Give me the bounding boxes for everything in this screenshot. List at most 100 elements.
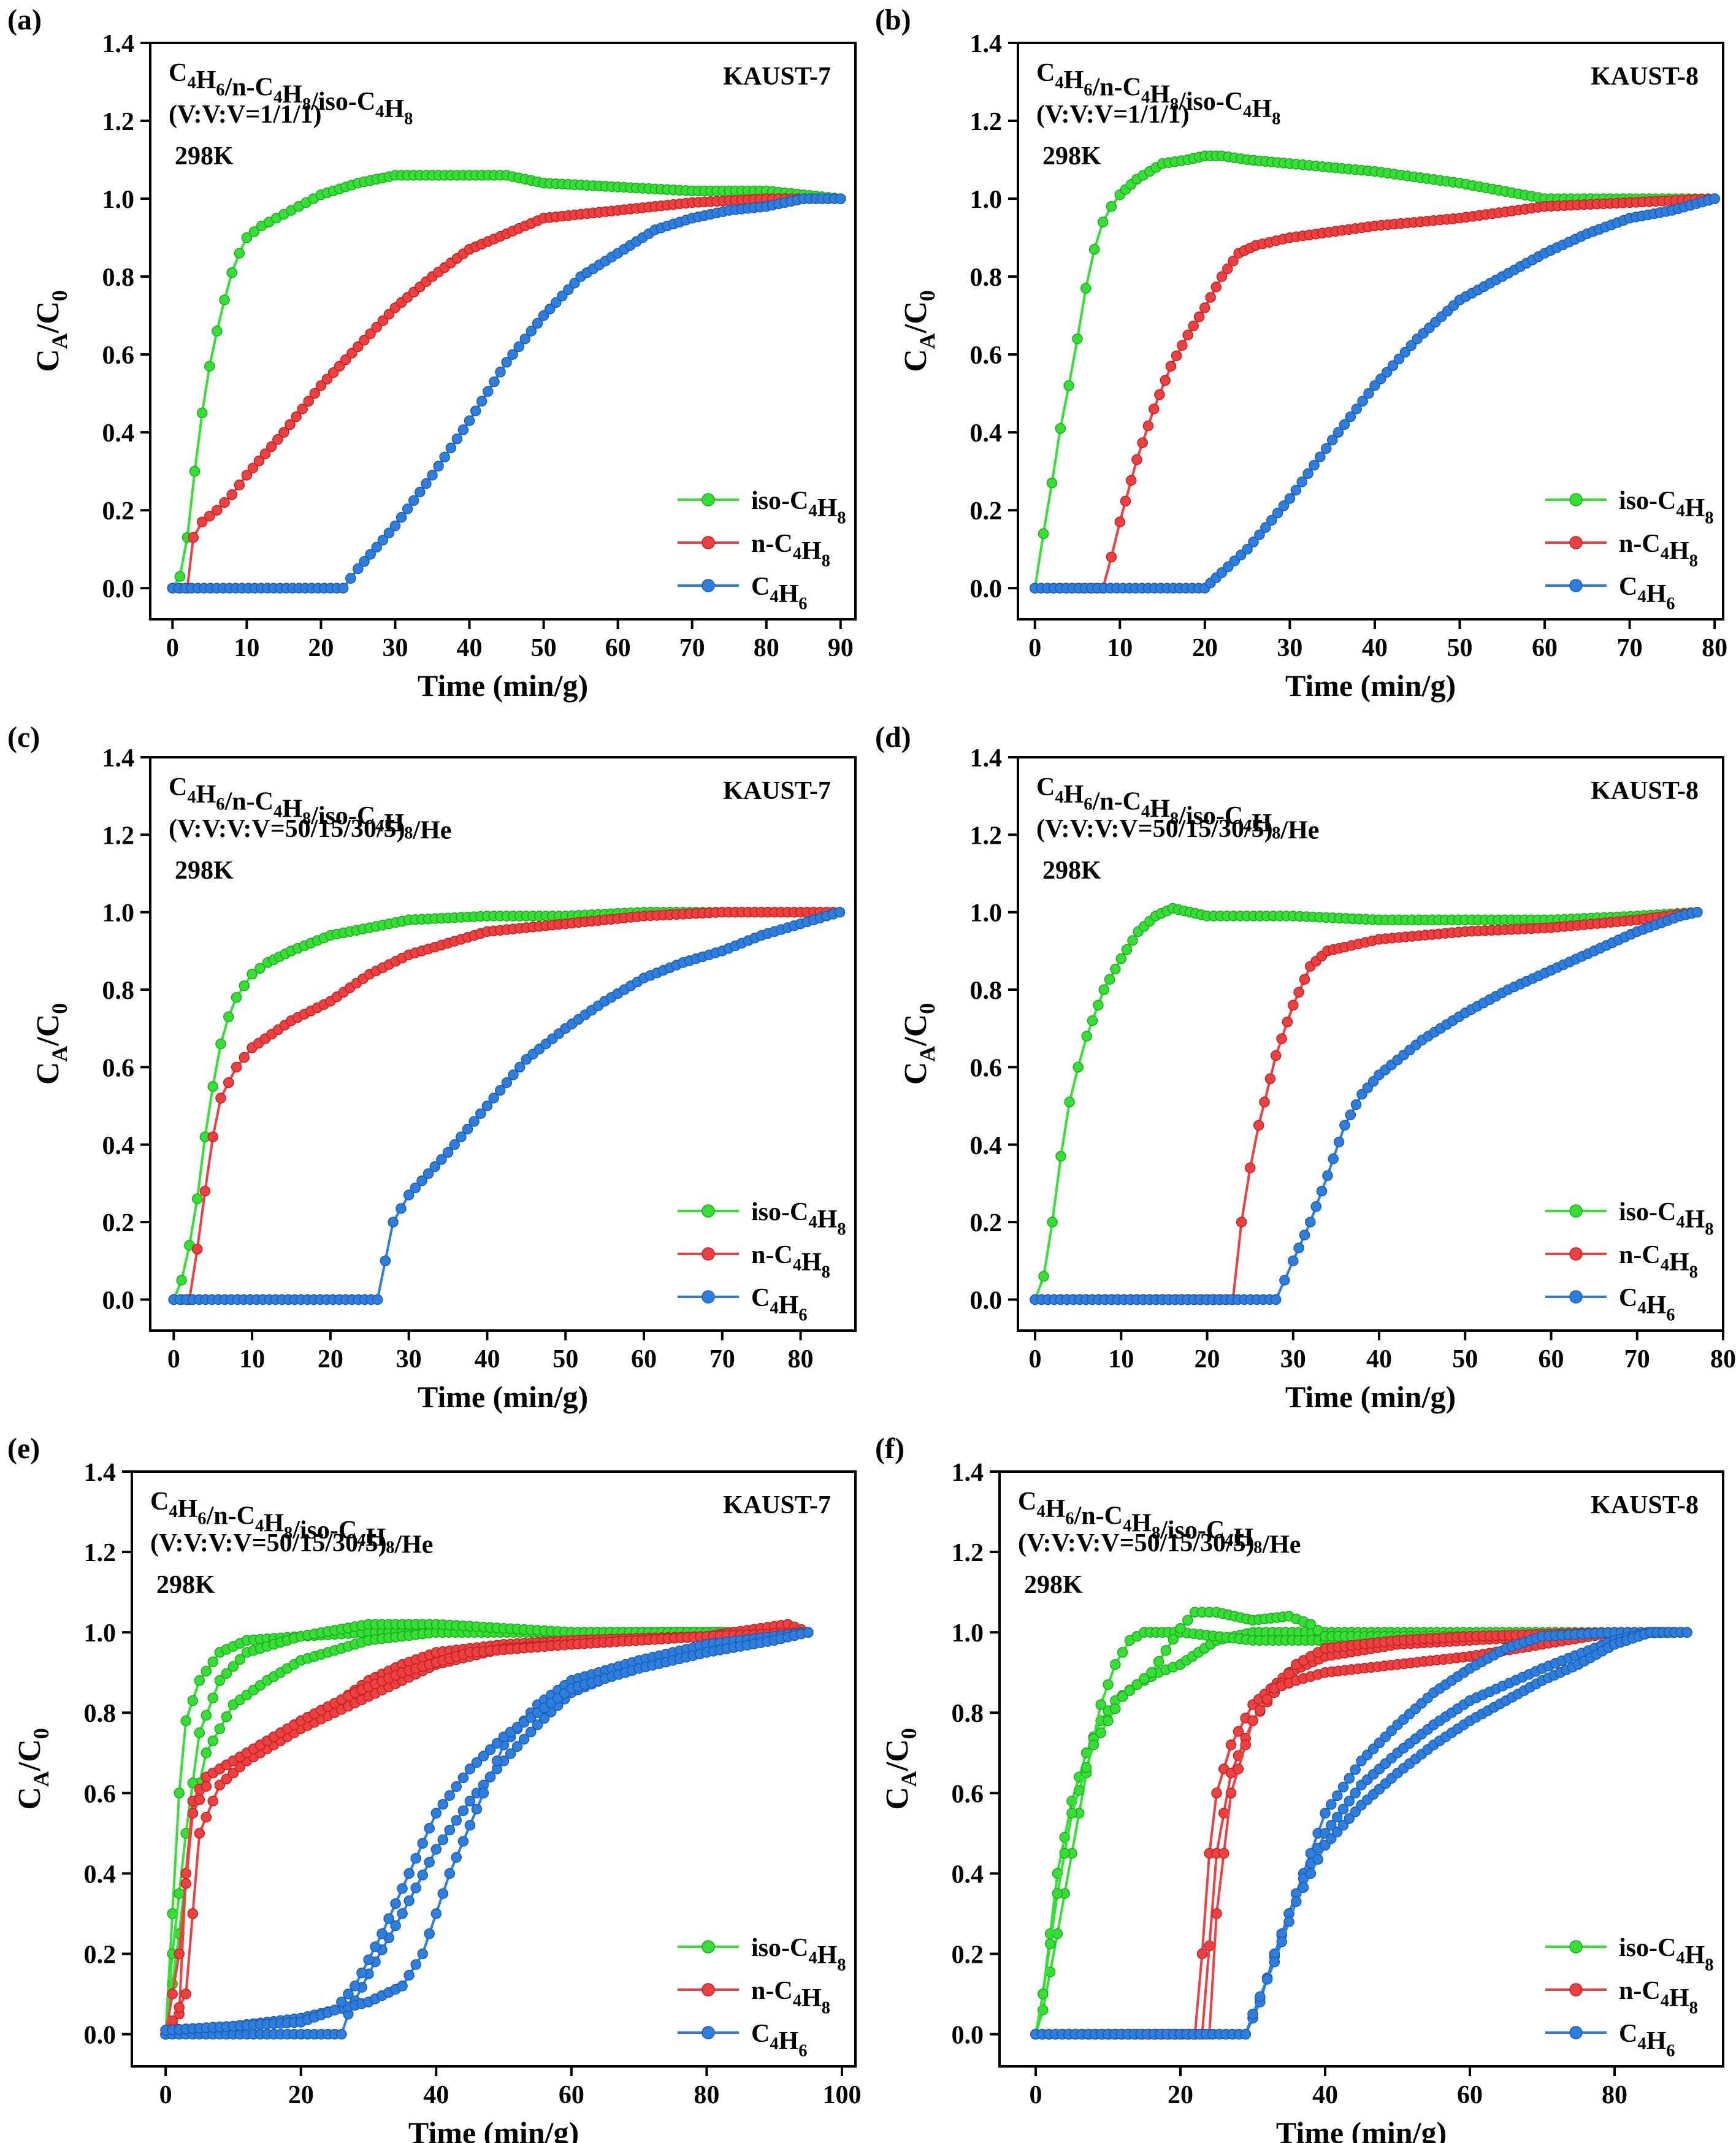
data-point (1240, 1739, 1251, 1751)
data-point (1154, 389, 1165, 400)
data-point (1333, 427, 1344, 438)
x-tick-label: 40 (423, 2081, 449, 2109)
plot-frame (1017, 42, 1724, 621)
data-point (1225, 1739, 1237, 1751)
y-tick-label: 0.4 (102, 1132, 135, 1160)
data-point (1193, 311, 1205, 323)
data-point (451, 1852, 462, 1863)
data-point (303, 395, 314, 407)
plot-frame (131, 1470, 857, 2068)
data-point (508, 1069, 519, 1080)
data-point (1254, 529, 1265, 540)
data-point (442, 1147, 454, 1158)
legend-marker (702, 493, 715, 506)
data-point (1264, 1073, 1276, 1085)
data-point (538, 310, 549, 321)
data-point (483, 386, 494, 397)
data-point (212, 505, 223, 516)
data-point (1369, 380, 1380, 391)
data-point (1103, 1679, 1114, 1690)
series-line (1034, 197, 1715, 590)
data-point (507, 349, 518, 360)
data-point (174, 571, 186, 582)
x-tick-label: 10 (1108, 1345, 1134, 1373)
data-point (1236, 1217, 1247, 1228)
data-point (1344, 1813, 1355, 1824)
x-tick-label: 50 (553, 1345, 578, 1373)
data-point (380, 1255, 391, 1267)
data-point (359, 335, 370, 346)
series-line (1034, 1611, 1688, 2034)
data-point (397, 1908, 408, 1919)
data-point (457, 1836, 469, 1847)
x-tick-label: 90 (828, 634, 854, 662)
data-point (430, 1908, 442, 1919)
data-point (1233, 1726, 1244, 1737)
x-tick-label: 0 (167, 1345, 180, 1373)
data-point (1345, 411, 1356, 422)
y-tick-label: 1.4 (84, 1459, 117, 1487)
data-point (417, 1838, 428, 1849)
legend-marker (1569, 1983, 1583, 1996)
data-point (1114, 516, 1126, 527)
data-point (212, 326, 223, 337)
data-point (1326, 435, 1338, 446)
data-point (241, 232, 253, 243)
data-point (402, 503, 413, 514)
data-point (403, 1868, 415, 1879)
data-point (403, 1969, 415, 1981)
data-point (201, 1811, 212, 1823)
y-tick-label: 1.2 (84, 1539, 117, 1567)
series-line (1035, 911, 1698, 1301)
chart-panel-e: (e) 0.0 0.2 0.4 0.6 0.8 1.0 1.2 1.4 0 20 40 60 80 100 T… (7, 1432, 861, 2143)
legend-label: iso-C4H8 (1619, 1934, 1714, 1975)
data-point (481, 1100, 493, 1112)
y-tick-label: 0.4 (952, 1860, 984, 1889)
material-label: KAUST-7 (723, 63, 831, 91)
data-point (1315, 451, 1326, 462)
data-point (569, 277, 580, 289)
legend-marker (702, 579, 715, 592)
data-point (1350, 1806, 1361, 1817)
series-iso (1030, 903, 1703, 1305)
data-point (1072, 333, 1083, 345)
data-point (410, 1959, 421, 1970)
data-point (1080, 1762, 1092, 1773)
data-point (1131, 454, 1142, 465)
data-point (196, 407, 208, 419)
chart-panel-a: (a) 0.0 0.2 0.4 0.6 0.8 1.0 1.2 1.4 0 10 20 30 40 50 60… (7, 4, 857, 703)
data-point (297, 403, 308, 414)
series-line (165, 1631, 809, 2031)
data-point (501, 357, 512, 368)
y-axis-label: CA/C0 (898, 1003, 939, 1085)
data-point (1302, 468, 1313, 479)
y-tick-label: 0.0 (102, 575, 135, 603)
data-point (234, 1654, 246, 1665)
data-point (214, 1723, 226, 1735)
y-tick-label: 0.0 (102, 1286, 135, 1315)
data-point (221, 1711, 232, 1722)
data-point (417, 1870, 428, 1881)
data-point (1222, 263, 1233, 275)
data-point (478, 1787, 489, 1799)
data-point (464, 1820, 476, 1831)
data-point (180, 1988, 191, 2000)
data-point (167, 1988, 178, 2000)
data-point (1095, 1727, 1106, 1738)
series-n (1029, 193, 1720, 594)
series-c4h6 (168, 906, 846, 1305)
series-line (172, 197, 841, 590)
data-point (1211, 1908, 1222, 1919)
data-point (315, 380, 327, 391)
info-line-2: (V:V:V:V=50/15/30/5) (169, 815, 405, 843)
data-point (207, 1081, 218, 1092)
x-tick-label: 70 (1624, 1345, 1650, 1373)
data-point (231, 991, 242, 1003)
data-point (278, 427, 289, 438)
data-point (372, 1294, 383, 1305)
data-point (259, 448, 271, 459)
y-tick-label: 0.6 (970, 342, 1003, 370)
data-point (219, 497, 230, 508)
y-tick-label: 1.2 (970, 822, 1003, 850)
data-point (1350, 1764, 1361, 1775)
